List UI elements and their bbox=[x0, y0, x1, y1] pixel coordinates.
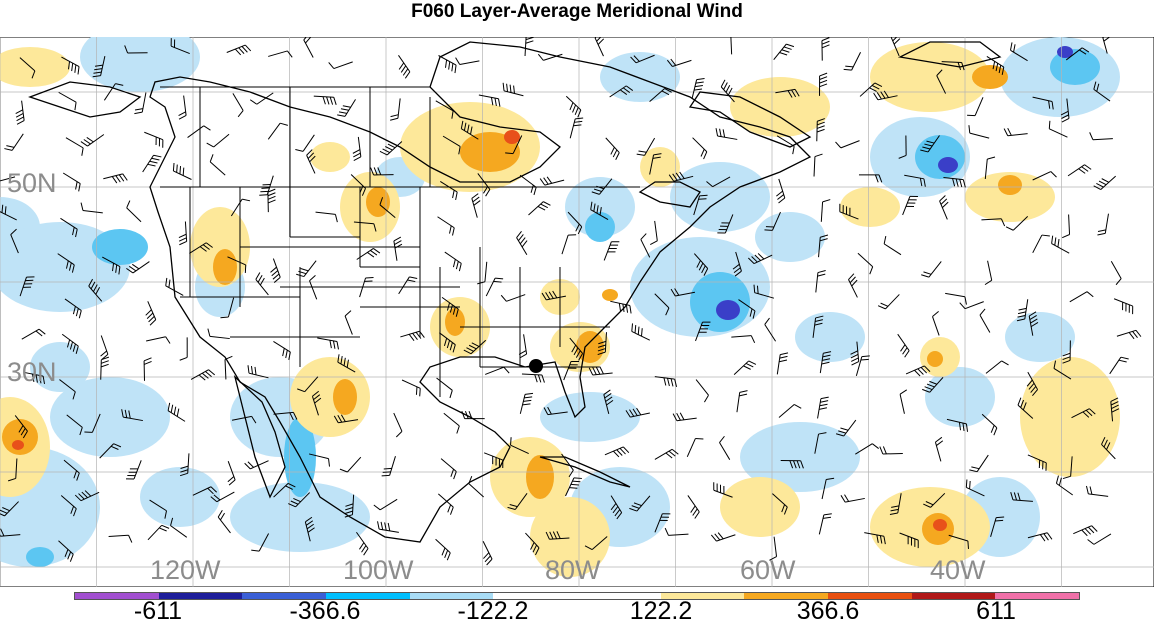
contour-region bbox=[795, 312, 865, 362]
contour-region bbox=[933, 519, 947, 531]
contour-region bbox=[690, 272, 750, 332]
lat-label-30n: 30N bbox=[7, 357, 57, 388]
contour-region bbox=[540, 392, 640, 442]
colorbar bbox=[74, 592, 1080, 600]
contour-region bbox=[915, 135, 965, 179]
contour-region bbox=[938, 157, 958, 173]
contour-region bbox=[1020, 357, 1120, 477]
chart-title: F060 Layer-Average Meridional Wind bbox=[0, 0, 1154, 24]
contour-region bbox=[366, 187, 390, 217]
contour-region bbox=[602, 289, 618, 301]
contour-region bbox=[92, 229, 148, 265]
contour-region bbox=[333, 379, 357, 415]
contour-region bbox=[310, 142, 350, 172]
weather-map bbox=[0, 37, 1154, 587]
contour-region bbox=[1005, 312, 1075, 362]
contour-region bbox=[445, 308, 465, 336]
lat-label-50n: 50N bbox=[7, 168, 57, 199]
contour-region bbox=[290, 357, 370, 437]
contour-region bbox=[585, 212, 615, 242]
contour-region bbox=[670, 162, 770, 232]
contour-region bbox=[755, 212, 825, 262]
contour-region bbox=[927, 351, 943, 367]
contour-region bbox=[840, 187, 900, 227]
lon-label-80w: 80W bbox=[545, 555, 601, 586]
contour-region bbox=[12, 440, 24, 450]
contour-region bbox=[526, 455, 554, 499]
lon-label-60w: 60W bbox=[740, 555, 796, 586]
contour-region bbox=[720, 477, 800, 537]
contour-region bbox=[140, 467, 220, 527]
lon-label-100w: 100W bbox=[343, 555, 414, 586]
lon-label-40w: 40W bbox=[930, 555, 986, 586]
contour-region bbox=[504, 130, 520, 144]
contour-region bbox=[998, 175, 1022, 195]
contour-region bbox=[26, 547, 54, 567]
contour-region bbox=[1050, 49, 1100, 85]
contour-region bbox=[972, 65, 1008, 89]
location-dot-icon bbox=[529, 359, 543, 373]
contour-region bbox=[213, 249, 237, 285]
lon-label-120w: 120W bbox=[150, 555, 221, 586]
contour-region bbox=[716, 300, 740, 320]
